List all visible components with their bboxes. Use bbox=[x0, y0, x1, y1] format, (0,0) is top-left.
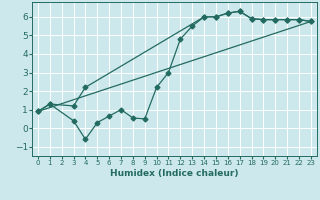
X-axis label: Humidex (Indice chaleur): Humidex (Indice chaleur) bbox=[110, 169, 239, 178]
